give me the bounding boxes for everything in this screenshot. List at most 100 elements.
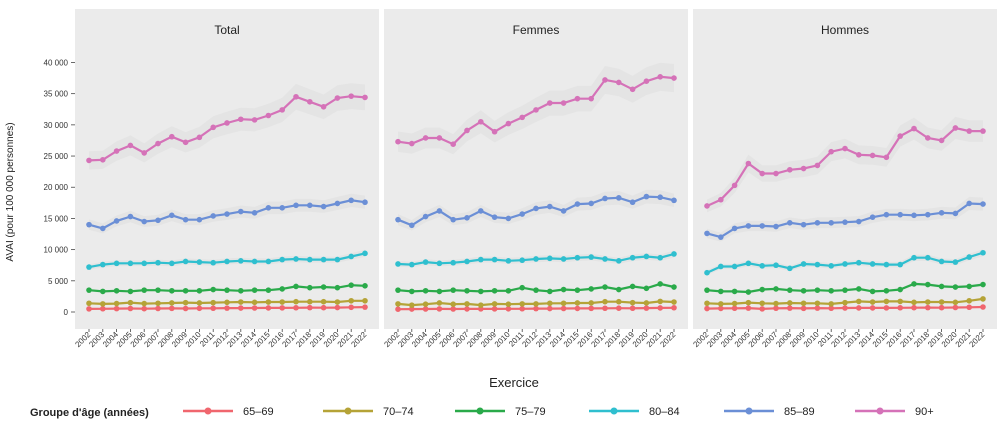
- series-85–89: [86, 197, 368, 232]
- data-point: [773, 223, 779, 230]
- data-point: [938, 304, 945, 311]
- data-point: [759, 223, 765, 229]
- panel-background: [384, 9, 688, 329]
- data-point: [169, 133, 175, 140]
- data-point: [629, 254, 636, 261]
- data-point: [464, 306, 470, 312]
- data-point: [547, 288, 553, 295]
- data-point: [169, 260, 175, 267]
- data-point: [169, 300, 175, 306]
- data-point: [704, 300, 710, 307]
- data-point: [966, 128, 972, 134]
- data-point: [436, 300, 443, 306]
- legend-item-65–69: 65–69: [183, 406, 274, 418]
- panel-hommes: Hommes2002200320042005200620072008200920…: [691, 9, 997, 349]
- data-point: [883, 261, 890, 268]
- data-point: [293, 283, 299, 290]
- data-point: [980, 296, 986, 302]
- confidence-band: [707, 196, 983, 242]
- data-point: [980, 249, 986, 256]
- legend-label: 85–89: [784, 406, 815, 418]
- data-point: [169, 212, 175, 219]
- data-point: [828, 287, 834, 294]
- data-point: [279, 205, 286, 211]
- data-point: [800, 300, 807, 307]
- legend-marker: [610, 407, 618, 415]
- data-point: [491, 306, 498, 312]
- legend: Groupe d'âge (années) 65–69 70–74 75–79 80–…: [30, 406, 934, 419]
- data-point: [560, 305, 567, 312]
- data-point: [127, 299, 134, 306]
- y-tick-label: 35 000: [44, 90, 69, 99]
- data-point: [141, 218, 147, 225]
- data-point: [320, 298, 327, 305]
- data-point: [279, 299, 286, 305]
- data-point: [450, 306, 457, 312]
- data-point: [265, 112, 272, 119]
- data-point: [856, 298, 862, 305]
- data-point: [745, 260, 752, 267]
- data-point: [307, 304, 313, 311]
- data-point: [409, 288, 415, 295]
- data-point: [911, 254, 917, 261]
- data-point: [938, 283, 945, 290]
- data-point: [348, 304, 355, 311]
- data-point: [436, 135, 443, 141]
- data-point: [348, 197, 355, 204]
- data-point: [602, 284, 608, 290]
- data-point: [141, 305, 147, 312]
- data-point: [293, 93, 299, 100]
- legend-label: 65–69: [243, 406, 274, 418]
- data-point: [616, 258, 622, 264]
- data-point: [450, 141, 457, 147]
- data-point: [759, 263, 765, 269]
- chart-panels: Total 0 5 000 10 000 15 000 20 000 25 000 30 00…: [44, 9, 997, 349]
- data-point: [814, 261, 821, 268]
- data-point: [141, 150, 147, 156]
- data-point: [773, 305, 779, 312]
- data-point: [238, 208, 244, 215]
- data-point: [224, 258, 230, 265]
- data-point: [362, 304, 368, 310]
- data-point: [182, 305, 189, 312]
- data-point: [925, 299, 931, 305]
- data-point: [602, 256, 608, 262]
- legend-item-85–89: 85–89: [724, 406, 815, 418]
- data-point: [657, 194, 663, 201]
- data-point: [980, 281, 986, 288]
- data-point: [519, 211, 525, 217]
- data-point: [629, 299, 636, 306]
- data-point: [671, 197, 677, 204]
- data-point: [547, 203, 553, 210]
- data-point: [671, 75, 677, 81]
- data-point: [856, 152, 862, 158]
- data-point: [155, 305, 161, 312]
- data-point: [704, 230, 710, 237]
- data-point: [718, 196, 724, 203]
- data-point: [265, 305, 272, 311]
- data-point: [814, 300, 821, 307]
- data-point: [210, 305, 216, 312]
- data-point: [814, 287, 821, 293]
- data-point: [307, 98, 313, 105]
- panel-femmes: Femmes2002200320042005200620072008200920…: [382, 9, 688, 349]
- data-point: [616, 195, 622, 201]
- data-point: [86, 221, 92, 228]
- data-point: [409, 261, 415, 268]
- x-axis-label: Exercice: [489, 375, 539, 390]
- data-point: [100, 301, 106, 307]
- data-point: [869, 288, 876, 295]
- data-point: [588, 200, 594, 207]
- data-point: [86, 157, 92, 164]
- data-point: [704, 305, 710, 312]
- data-point: [602, 77, 608, 83]
- data-point: [224, 299, 230, 306]
- data-point: [196, 287, 203, 294]
- data-point: [141, 287, 147, 293]
- data-point: [519, 284, 525, 291]
- data-point: [422, 306, 429, 312]
- legend-item-90+: 90+: [855, 406, 934, 418]
- data-point: [224, 211, 230, 217]
- data-point: [759, 170, 765, 177]
- data-point: [602, 298, 608, 305]
